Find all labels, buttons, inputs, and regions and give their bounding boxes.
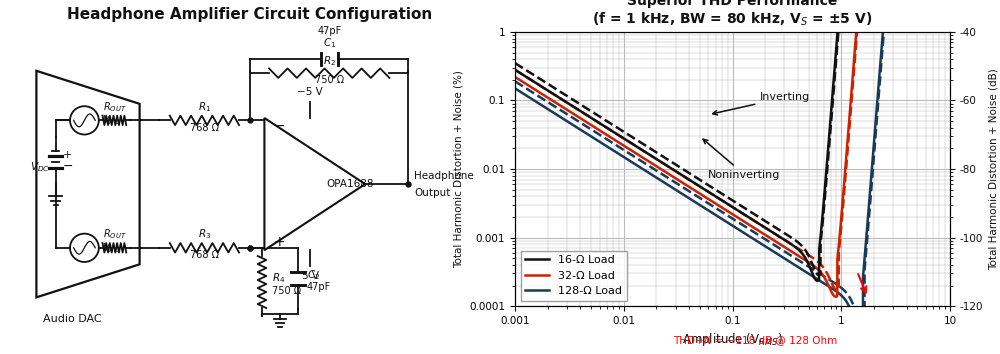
Text: $V_{AC}$: $V_{AC}$: [102, 241, 120, 255]
Text: $R_{OUT}$: $R_{OUT}$: [103, 227, 126, 241]
Title: Superior THD Performance
(f = 1 kHz, BW = 80 kHz, V$_S$ = ±5 V): Superior THD Performance (f = 1 kHz, BW …: [592, 0, 873, 28]
Text: $V_{DC}$: $V_{DC}$: [30, 161, 50, 175]
Text: 750 Ω: 750 Ω: [272, 286, 301, 296]
Text: $R_2$: $R_2$: [323, 54, 336, 68]
Text: Output: Output: [414, 188, 451, 198]
Text: $C_1$: $C_1$: [323, 36, 336, 50]
Text: Headphone: Headphone: [414, 171, 474, 181]
Text: +: +: [273, 235, 285, 249]
Legend: 16-Ω Load, 32-Ω Load, 128-Ω Load: 16-Ω Load, 32-Ω Load, 128-Ω Load: [521, 251, 627, 301]
Y-axis label: Total Harmonic Distortion + Noise (dB): Total Harmonic Distortion + Noise (dB): [989, 68, 999, 270]
Text: −5 V: −5 V: [297, 87, 323, 97]
Text: 750 Ω: 750 Ω: [315, 75, 344, 85]
Text: $C_2$: $C_2$: [307, 268, 320, 281]
Text: THD+N = −118 dB @ 128 Ohm: THD+N = −118 dB @ 128 Ohm: [673, 335, 837, 345]
Text: Audio DAC: Audio DAC: [43, 314, 102, 324]
Text: 768 Ω: 768 Ω: [190, 123, 219, 133]
Text: −: −: [273, 119, 285, 133]
Text: −: −: [63, 160, 73, 173]
Text: Inverting: Inverting: [713, 92, 811, 115]
Text: $R_{OUT}$: $R_{OUT}$: [103, 100, 126, 114]
Text: 768 Ω: 768 Ω: [190, 250, 219, 260]
Text: 47pF: 47pF: [307, 282, 331, 292]
Text: Noninverting: Noninverting: [703, 139, 781, 179]
Text: 47pF: 47pF: [317, 27, 341, 36]
Text: $V_{AC}$: $V_{AC}$: [102, 114, 120, 127]
Text: OPA1688: OPA1688: [327, 179, 374, 189]
Text: $R_3$: $R_3$: [198, 227, 211, 241]
Polygon shape: [264, 118, 365, 250]
Text: $R_4$: $R_4$: [272, 272, 285, 285]
Text: +: +: [63, 150, 72, 160]
Text: Headphone Amplifier Circuit Configuration: Headphone Amplifier Circuit Configuratio…: [67, 7, 433, 22]
X-axis label: Amplitude (V$_{RMS}$): Amplitude (V$_{RMS}$): [682, 331, 783, 348]
Text: $R_1$: $R_1$: [198, 100, 211, 114]
Y-axis label: Total Harmonic Distortion + Noise (%): Total Harmonic Distortion + Noise (%): [454, 70, 464, 268]
Text: 5 V: 5 V: [302, 272, 318, 281]
